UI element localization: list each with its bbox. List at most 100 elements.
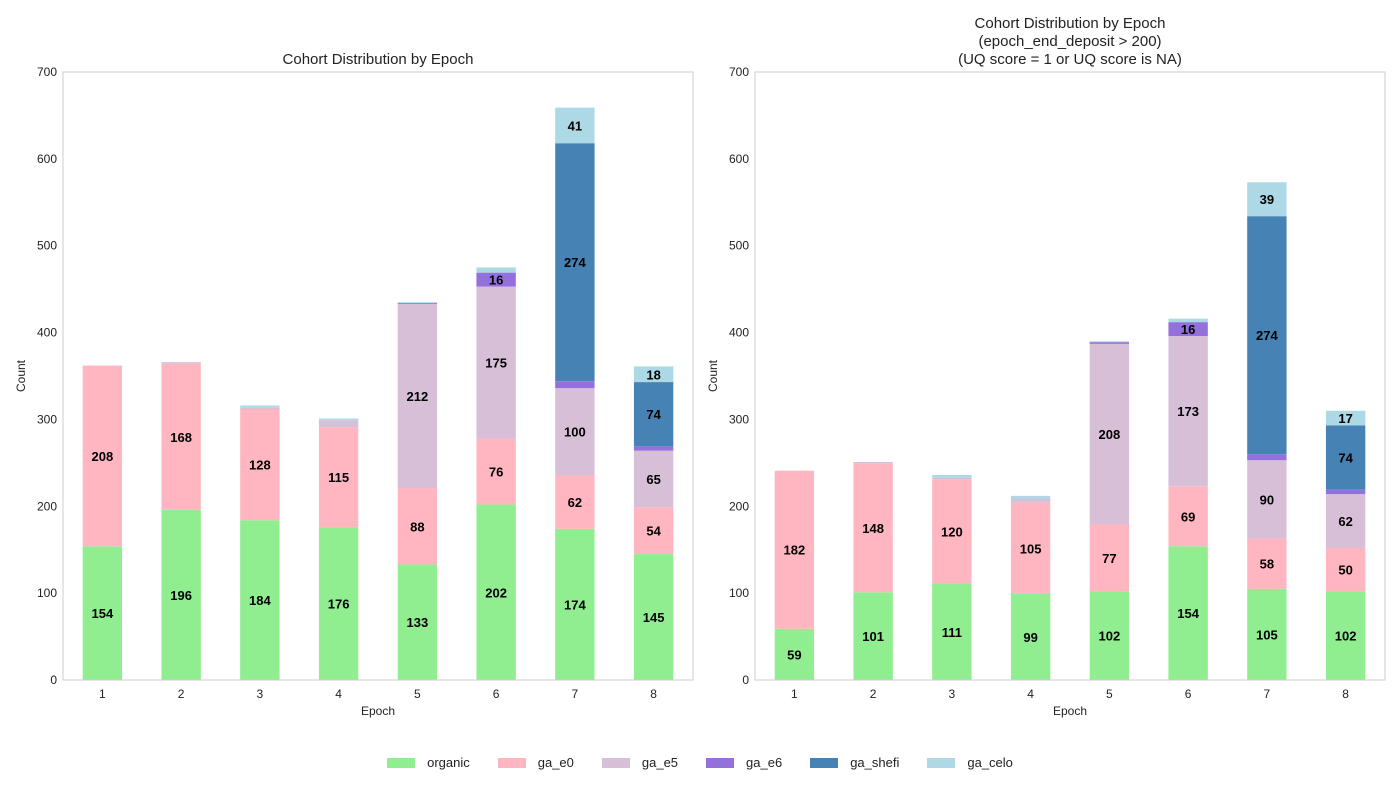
data-label: 182: [784, 543, 806, 558]
bar-segment-ga-e0: [774, 470, 815, 629]
legend-item-ga-celo: ga_celo: [927, 755, 1013, 770]
bar-segment-ga-e0: [1089, 524, 1130, 592]
bar-segment-organic: [1168, 546, 1208, 680]
bar-segment-ga-e6: [397, 303, 438, 304]
data-label: 88: [410, 519, 424, 534]
data-label: 100: [564, 425, 586, 440]
x-tick-label: 1: [791, 687, 798, 701]
data-label: 62: [568, 495, 582, 510]
x-tick-label: 4: [335, 687, 342, 701]
data-label: 74: [646, 407, 661, 422]
data-label: 148: [862, 521, 884, 536]
data-label: 105: [1256, 627, 1278, 642]
bar-segment-ga-celo: [318, 418, 359, 421]
bar-segment-ga-e0: [82, 365, 123, 547]
data-label: 41: [568, 118, 582, 133]
legend-item-ga-e5: ga_e5: [601, 755, 678, 770]
data-label: 102: [1335, 629, 1357, 644]
y-tick-label: 0: [742, 673, 749, 687]
data-label: 76: [489, 465, 503, 480]
bar-segment-ga-e5: [161, 362, 201, 364]
bar-segment-ga-e0: [240, 409, 280, 521]
legend-item-ga-e6: ga_e6: [706, 755, 782, 770]
y-tick-label: 500: [729, 239, 749, 253]
data-label: 18: [646, 367, 660, 382]
x-tick-label: 8: [650, 687, 657, 701]
data-label: 196: [170, 588, 192, 603]
bar-segment-ga-e0: [1325, 547, 1366, 592]
y-tick-label: 400: [37, 326, 57, 340]
data-label: 39: [1260, 192, 1274, 207]
bar-segment-ga-celo: [932, 475, 972, 478]
x-tick-label: 8: [1342, 687, 1349, 701]
bar-segment-ga-shefi: [1325, 425, 1366, 490]
y-tick-label: 600: [37, 152, 57, 166]
legend-label: organic: [427, 755, 470, 770]
data-label: 154: [92, 606, 114, 621]
bar-segment-organic: [82, 546, 123, 680]
y-axis-label: Count: [14, 359, 28, 392]
bar-segment-ga-e6: [1325, 489, 1366, 495]
bar-segment-organic: [240, 520, 280, 680]
bar-segment-organic: [1089, 591, 1130, 680]
bar-segment-organic: [161, 509, 201, 680]
legend: organic ga_e0 ga_e5 ga_e6 ga_shefi ga_ce…: [0, 755, 1400, 770]
chart-title: Cohort Distribution by Epoch: [975, 15, 1166, 32]
bar-segment-ga-celo: [1247, 182, 1287, 217]
data-label: 212: [407, 389, 429, 404]
bar-segment-ga-e5: [476, 286, 516, 439]
y-axis-label: Count: [706, 359, 720, 392]
bar-segment-ga-e6: [555, 381, 595, 389]
data-label: 208: [1099, 427, 1121, 442]
legend-label: ga_shefi: [850, 755, 900, 770]
y-tick-label: 200: [37, 499, 57, 513]
bar-segment-ga-celo: [555, 107, 595, 144]
data-label: 90: [1260, 492, 1274, 507]
x-tick-label: 6: [493, 687, 500, 701]
data-label: 176: [328, 597, 350, 612]
bar-segment-ga-e0: [1010, 502, 1051, 595]
bar-segment-ga-e0: [555, 475, 595, 529]
y-tick-label: 600: [729, 152, 749, 166]
bar-segment-organic: [633, 554, 674, 680]
bar-segment-organic: [1325, 591, 1366, 680]
bar-segment-ga-e5: [853, 461, 893, 464]
bar-segment-ga-e0: [633, 507, 674, 555]
bar-segment-organic: [476, 504, 516, 680]
data-label: 274: [1256, 328, 1278, 343]
x-tick-label: 5: [414, 687, 421, 701]
legend-swatch: [601, 757, 630, 768]
x-tick-label: 2: [870, 687, 877, 701]
data-label: 50: [1338, 563, 1352, 578]
bar-segment-ga-e5: [397, 303, 438, 489]
data-label: 202: [485, 585, 507, 600]
data-label: 65: [646, 472, 660, 487]
bar-segment-organic: [932, 583, 972, 680]
bar-segment-ga-e5: [1247, 460, 1287, 539]
data-label: 77: [1102, 551, 1116, 566]
data-label: 69: [1181, 509, 1195, 524]
legend-item-ga-shefi: ga_shefi: [810, 755, 899, 770]
chart-title: Cohort Distribution by Epoch: [283, 51, 474, 68]
data-label: 154: [1177, 606, 1199, 621]
data-label: 17: [1338, 411, 1352, 426]
bar-segment-ga-e0: [397, 488, 438, 565]
x-tick-label: 1: [99, 687, 106, 701]
data-label: 105: [1020, 541, 1042, 556]
legend-item-ga-e0: ga_e0: [497, 755, 574, 770]
data-label: 16: [489, 273, 503, 288]
legend-swatch: [927, 757, 956, 768]
bar-segment-ga-e5: [1089, 343, 1130, 525]
bar-segment-ga-e6: [1168, 322, 1208, 337]
bar-segment-organic: [774, 628, 815, 680]
data-label: 62: [1338, 514, 1352, 529]
data-label: 59: [787, 647, 801, 662]
bar-segment-ga-celo: [1089, 341, 1130, 343]
bar-segment-ga-shefi: [1247, 216, 1287, 455]
legend-swatch: [387, 757, 416, 768]
charts-svg: Cohort Distribution by Epoch 0 100 200 300 40…: [14, 15, 1386, 718]
x-tick-label: 5: [1106, 687, 1113, 701]
bar-segment-ga-e5: [318, 420, 359, 428]
bar-segment-ga-celo: [633, 366, 674, 383]
y-tick-label: 300: [37, 412, 57, 426]
